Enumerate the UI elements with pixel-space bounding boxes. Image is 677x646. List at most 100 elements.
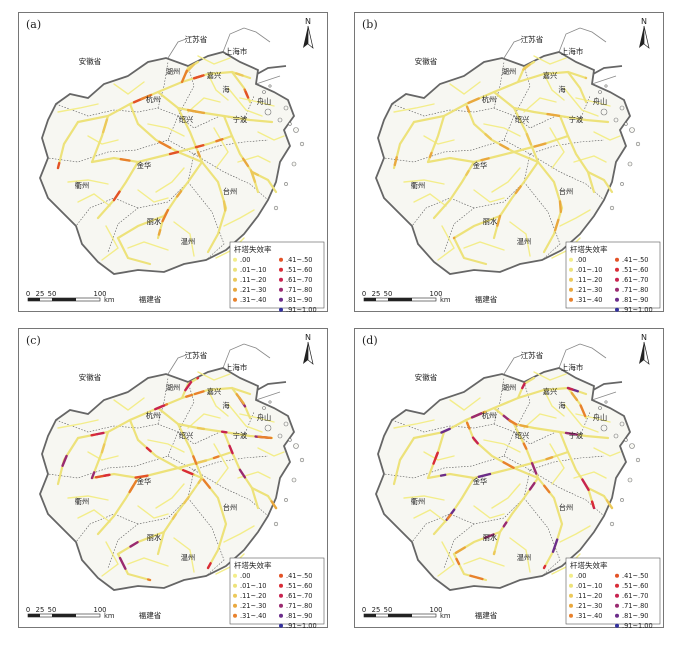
failure-segment — [521, 382, 526, 390]
place-label-jiaxing: 嘉兴 — [207, 71, 221, 80]
island — [284, 498, 288, 502]
scale-tick: 0 — [26, 290, 30, 298]
legend-label: .41~.50 — [286, 256, 313, 264]
island — [598, 406, 602, 410]
failure-segment — [440, 427, 451, 434]
legend-swatch — [233, 593, 237, 598]
place-label-fujian: 福建省 — [139, 610, 162, 620]
place-label-hangzhou: 杭州 — [146, 95, 160, 104]
transmission-line — [223, 209, 255, 227]
legend-label: .01~.10 — [240, 582, 267, 590]
transmission-line — [593, 447, 621, 457]
neighbor-border — [558, 27, 581, 53]
place-label-shanghai: 上海市 — [225, 46, 248, 56]
transmission-line — [147, 123, 185, 137]
prefecture-border — [107, 469, 195, 569]
transmission-line — [464, 102, 540, 164]
failure-segment — [145, 446, 152, 453]
neighbor-border — [255, 75, 281, 85]
transmission-line — [543, 73, 565, 101]
legend-label: .00 — [576, 572, 587, 580]
place-label-shaoxing: 绍兴 — [179, 115, 193, 124]
legend-swatch — [615, 307, 619, 312]
place-label-zhoushan: 舟山 — [257, 413, 271, 422]
transmission-line — [227, 87, 263, 117]
place-label-lishui: 丽水 — [147, 533, 161, 542]
transmission-line — [563, 403, 599, 433]
prefecture-border — [107, 153, 195, 253]
transmission-line — [197, 55, 231, 65]
transmission-line — [76, 386, 252, 440]
legend-label: .11~.20 — [576, 592, 603, 600]
transmission-line — [437, 225, 455, 261]
place-label-ningbo: 宁波 — [569, 115, 583, 124]
scale-tick: 0 — [362, 606, 366, 614]
panel-label: (b) — [362, 18, 378, 31]
legend-label: .91~1.00 — [622, 306, 653, 312]
transmission-line — [128, 102, 204, 164]
island — [288, 122, 292, 126]
legend: 杆塔失效率 .00 .01~.10 .11~.20 .21~.30 .31~.40 .41~… — [229, 241, 325, 312]
island — [268, 400, 272, 404]
transmission-line — [76, 70, 252, 124]
prefecture-border — [579, 411, 591, 437]
failure-segment — [206, 562, 212, 570]
transmission-line — [116, 236, 152, 266]
failure-segment — [270, 500, 278, 510]
legend-swatch — [233, 583, 237, 588]
north-label: N — [641, 17, 647, 26]
legend-swatch — [233, 297, 237, 302]
transmission-line — [533, 55, 567, 65]
place-label-jinhua: 金华 — [473, 161, 487, 170]
neighbor-border — [167, 35, 195, 59]
place-label-ningbo: 宁波 — [233, 115, 247, 124]
legend-label: .51~.60 — [286, 266, 313, 274]
failure-segment — [467, 97, 480, 105]
place-label-quzhou: 衢州 — [75, 181, 89, 190]
failure-segment — [134, 474, 149, 479]
island — [627, 161, 633, 167]
failure-segment — [502, 461, 515, 469]
prefecture-border — [391, 419, 515, 433]
island — [609, 205, 615, 211]
neighbor-border — [558, 343, 581, 369]
place-label-jiaxing: 嘉兴 — [207, 387, 221, 396]
legend-label: .31~.40 — [240, 612, 267, 620]
legend-title: 杆塔失效率 — [234, 560, 272, 570]
panel-label: (a) — [26, 18, 41, 31]
place-label-bay: 海 — [222, 401, 229, 410]
island — [264, 424, 272, 432]
place-label-anhui: 安徽省 — [79, 56, 102, 66]
legend-swatch — [615, 297, 619, 302]
province-outline — [39, 367, 296, 591]
transmission-line — [452, 236, 488, 266]
legend-swatch — [279, 603, 283, 608]
failure-segment — [483, 533, 495, 539]
failure-segment — [220, 430, 228, 434]
legend-label: .41~.50 — [622, 572, 649, 580]
place-label-zhoushan: 舟山 — [593, 413, 607, 422]
failure-segment — [567, 386, 574, 391]
neighbor-border — [579, 27, 607, 43]
failure-segment — [202, 478, 212, 489]
legend-title: 杆塔失效率 — [234, 244, 272, 254]
failure-segment — [103, 473, 111, 477]
failure-segment — [465, 421, 471, 430]
transmission-line — [113, 397, 145, 411]
transmission-line — [155, 483, 185, 509]
prefecture-border — [411, 197, 475, 227]
place-label-huzhou: 湖州 — [166, 67, 180, 76]
legend-label: .41~.50 — [286, 572, 313, 580]
island — [284, 182, 288, 186]
failure-segment — [228, 444, 234, 455]
legend-swatch — [569, 613, 573, 618]
prefecture-border — [55, 103, 179, 117]
legend-swatch — [279, 583, 283, 588]
island — [600, 424, 608, 432]
prefecture-border — [177, 381, 195, 433]
prefecture-border — [243, 95, 255, 121]
failure-segment — [455, 557, 461, 566]
